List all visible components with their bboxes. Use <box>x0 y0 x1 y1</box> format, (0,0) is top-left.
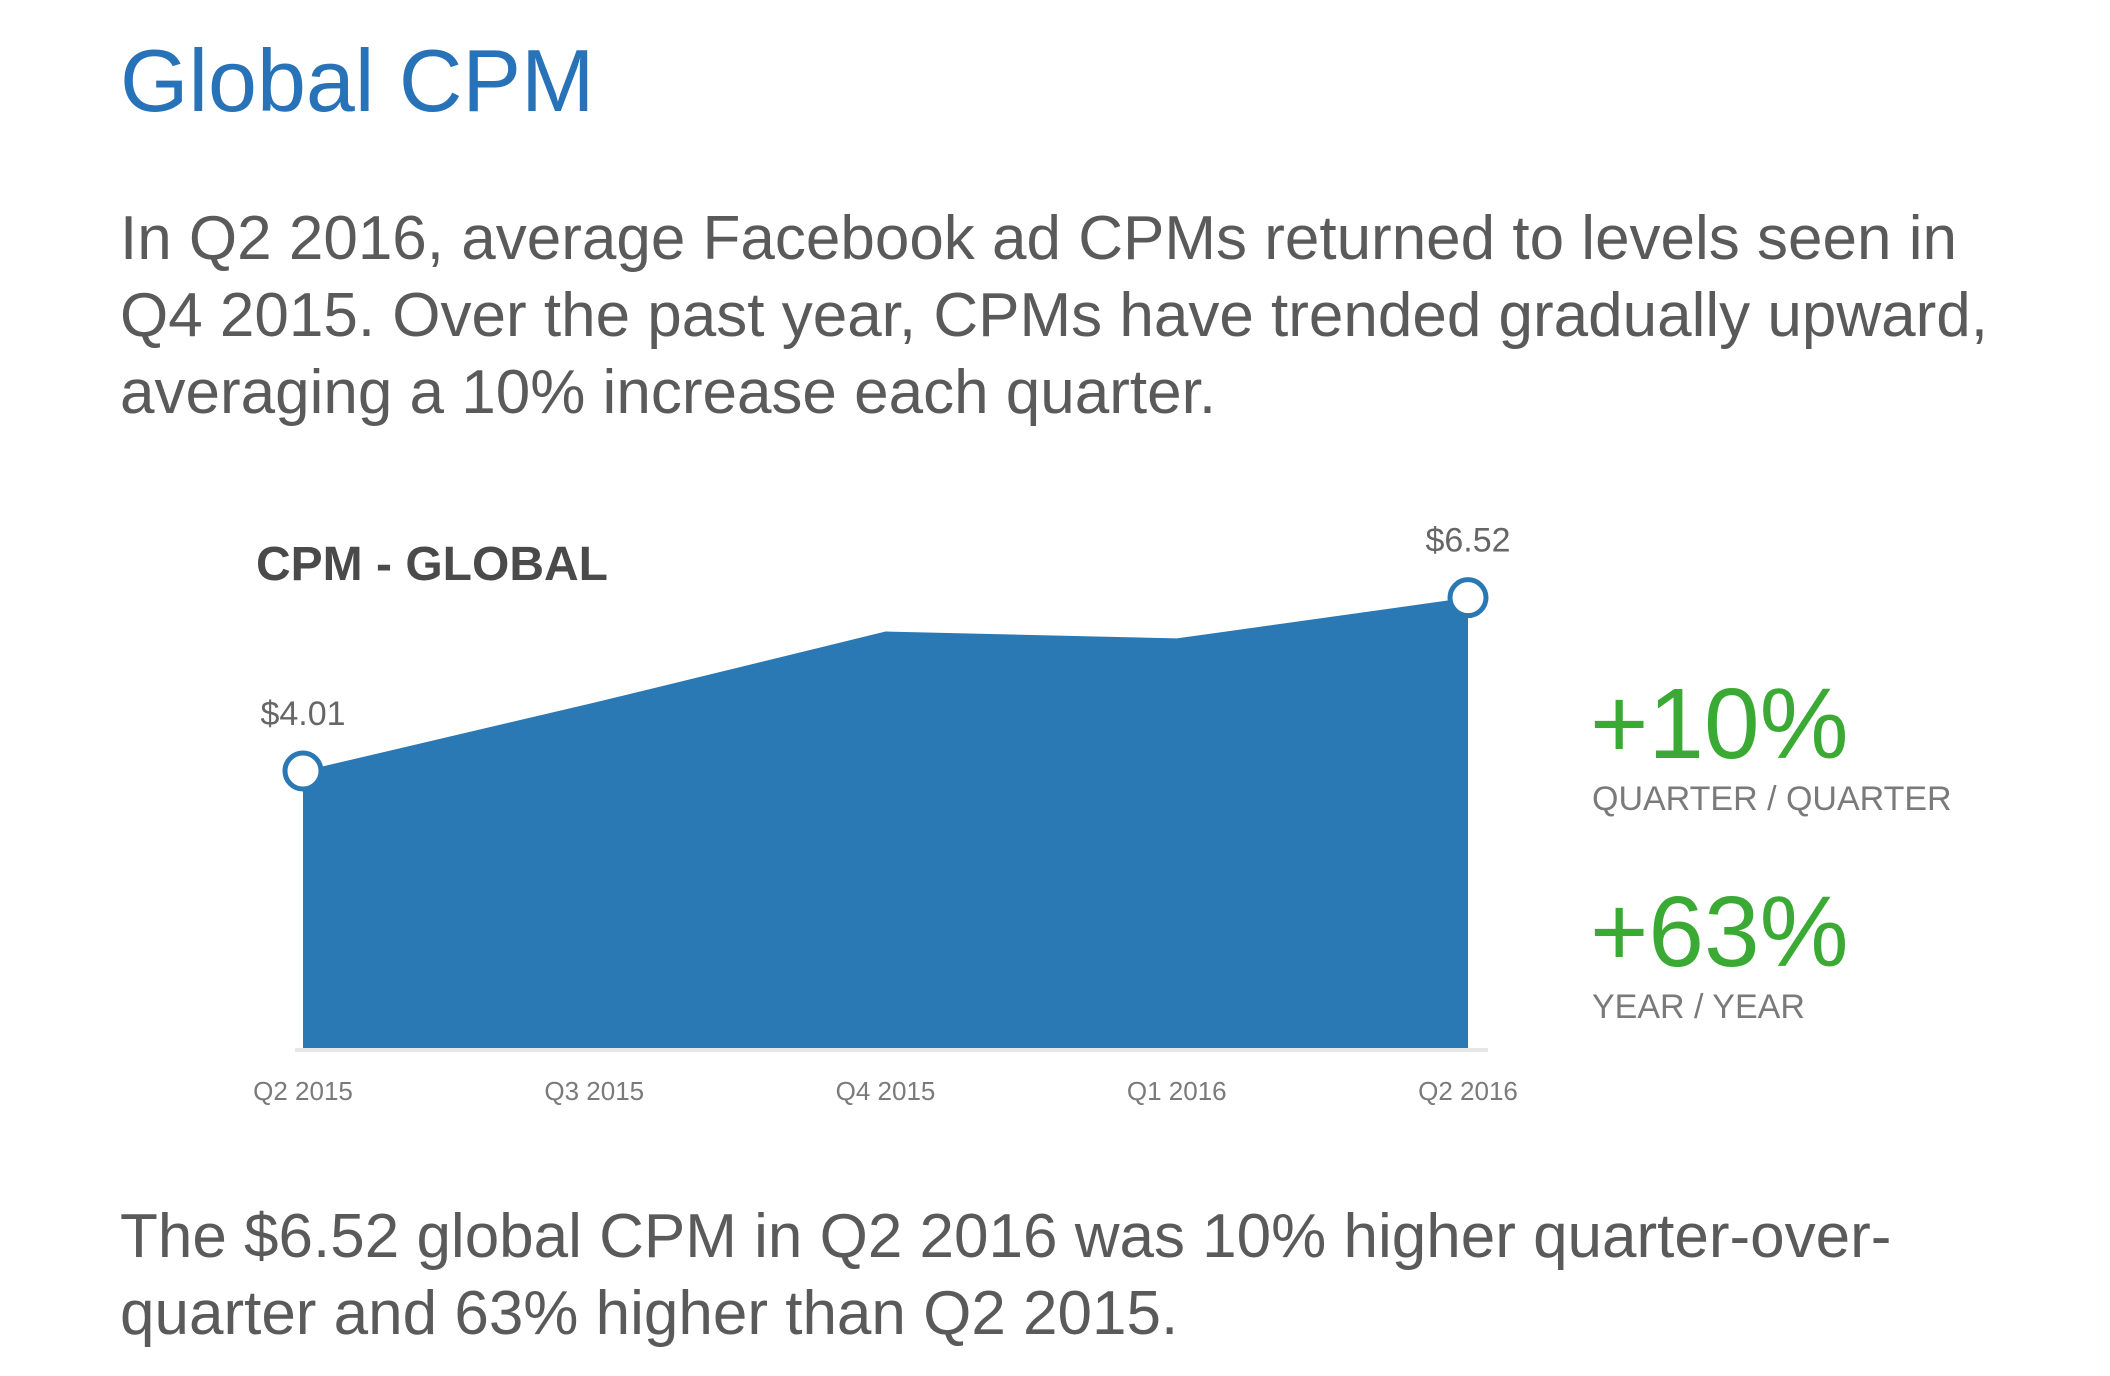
data-point-marker-0 <box>282 750 324 792</box>
stat-year-caption: YEAR / YEAR <box>1592 988 1805 1026</box>
x-tick-label: Q2 2015 <box>253 1076 353 1106</box>
data-label-4: $6.52 <box>1425 522 1510 560</box>
summary-paragraph: The $6.52 global CPM in Q2 2016 was 10% … <box>120 1202 1892 1348</box>
chart-title: CPM - GLOBAL <box>256 538 608 591</box>
x-tick-label: Q2 2016 <box>1418 1076 1518 1106</box>
stat-year: +63% YEAR / YEAR <box>1590 876 1849 1026</box>
x-tick-label: Q4 2015 <box>836 1076 936 1106</box>
data-label-0: $4.01 <box>260 695 345 733</box>
cpm-area-series <box>303 597 1468 1048</box>
stat-quarter-value: +10% <box>1590 668 1849 780</box>
x-tick-label: Q3 2015 <box>544 1076 644 1106</box>
chart-svg: CPM - GLOBAL $4.01 $6.52 Q2 2015 Q3 2015 Q4… <box>253 522 1952 1106</box>
data-point-marker-4 <box>1447 577 1489 619</box>
x-tick-label: Q1 2016 <box>1127 1076 1227 1106</box>
stat-quarter-caption: QUARTER / QUARTER <box>1592 780 1952 818</box>
page-title: Global CPM <box>120 31 595 130</box>
area-layer <box>295 597 1488 1052</box>
cpm-chart: CPM - GLOBAL $4.01 $6.52 Q2 2015 Q3 2015 Q4… <box>0 500 2110 1160</box>
marker-layer <box>282 577 1489 792</box>
label-layer: $4.01 $6.52 <box>260 522 1510 733</box>
intro-paragraph: In Q2 2016, average Facebook ad CPMs ret… <box>120 204 1988 427</box>
stat-year-value: +63% <box>1590 876 1849 988</box>
stat-quarter: +10% QUARTER / QUARTER <box>1590 668 1952 818</box>
tick-layer: Q2 2015 Q3 2015 Q4 2015 Q1 2016 Q2 2016 <box>253 1076 1518 1106</box>
